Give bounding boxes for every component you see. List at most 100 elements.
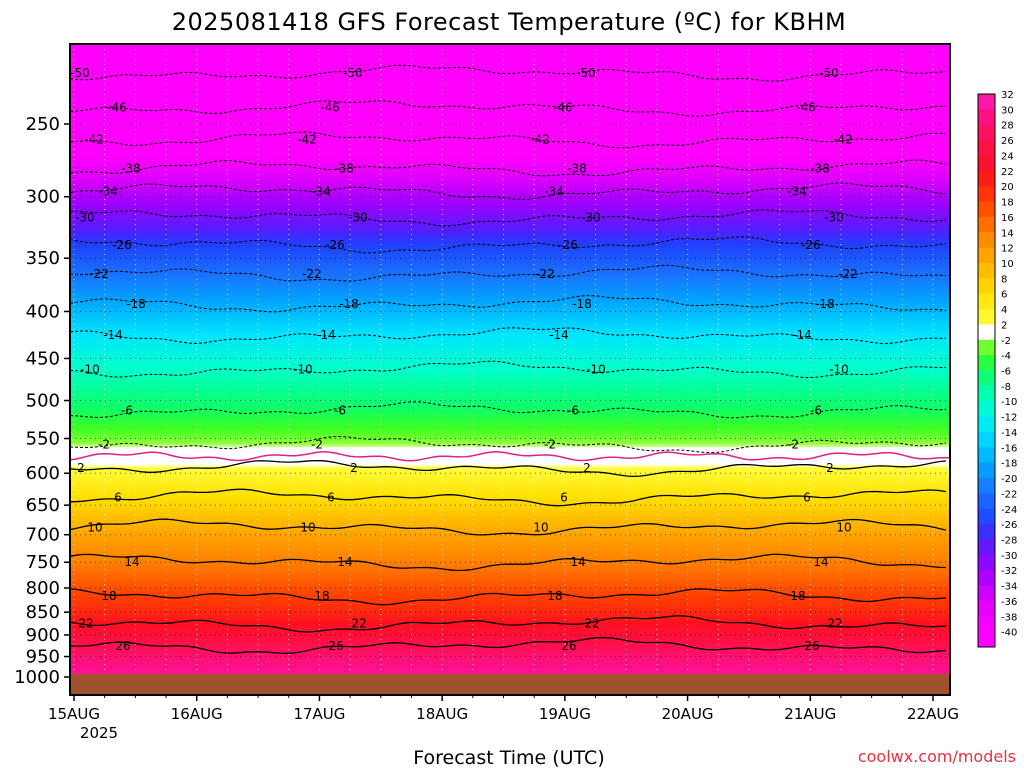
temperature-band (70, 99, 950, 103)
contour-label: 10 (533, 521, 548, 535)
temperature-band (70, 141, 950, 145)
colorbar-tick-label: -20 (1001, 474, 1017, 485)
colorbar-tick-label: -24 (1001, 505, 1017, 516)
temperature-band (70, 379, 950, 383)
temperature-band (70, 404, 950, 408)
temperature-band (70, 349, 950, 353)
colorbar-tick-label: -10 (1001, 397, 1017, 408)
isotherm-line (70, 459, 947, 478)
temperature-band (70, 181, 950, 186)
colorbar-tick-label: -8 (1001, 382, 1011, 393)
temperature-band (70, 389, 950, 393)
colorbar-tick-label: -14 (1001, 428, 1017, 439)
temperature-band (70, 439, 950, 443)
temperature-band (70, 136, 950, 140)
contour-label: 22 (351, 617, 366, 631)
temperature-band (70, 296, 950, 301)
contour-label: 10 (300, 521, 315, 535)
temperature-band (70, 527, 950, 531)
temperature-band (70, 84, 950, 88)
temperature-band (70, 512, 950, 516)
temperature-band (70, 226, 950, 231)
temperature-band (70, 64, 950, 68)
temperature-bands (70, 44, 950, 695)
temperature-band (70, 604, 950, 609)
temperature-band (70, 384, 950, 388)
colorbar-swatch (978, 262, 995, 279)
temperature-band (70, 186, 950, 191)
contour-label: -26 (801, 238, 821, 252)
temperature-band (70, 211, 950, 216)
colorbar-tick-label: 14 (1001, 228, 1014, 239)
temperature-band (70, 542, 950, 546)
x-axis-label: Forecast Time (UTC) (413, 747, 604, 768)
colorbar-swatch (978, 570, 995, 587)
colorbar-swatch (978, 431, 995, 448)
temperature-band (70, 351, 950, 356)
contour-label: -46 (320, 101, 340, 115)
temperature-band (70, 121, 950, 125)
temperature-band (70, 377, 950, 381)
contour-label: 22 (584, 617, 599, 631)
temperature-band (70, 154, 950, 158)
temperature-band (70, 151, 950, 155)
temperature-band (70, 667, 950, 671)
x-axis-year-label: 2025 (80, 724, 118, 742)
colorbar-tick-label: 18 (1001, 198, 1014, 209)
temperature-band (70, 574, 950, 579)
temperature-band (70, 281, 950, 286)
y-tick-label: 700 (26, 525, 60, 546)
contour-label: -50 (576, 66, 596, 80)
temperature-band (70, 54, 950, 58)
temperature-band (70, 294, 950, 298)
temperature-band (70, 567, 950, 571)
temperature-band (70, 359, 950, 363)
temperature-band (70, 467, 950, 471)
temperature-band (70, 594, 950, 599)
temperature-band (70, 194, 950, 198)
temperature-band (70, 159, 950, 163)
colorbar-tick-label: -12 (1001, 413, 1017, 424)
isotherm-line (70, 327, 946, 345)
contour-label: -2 (544, 438, 556, 452)
contour-label: 26 (115, 639, 130, 653)
colorbar-tick-label: -30 (1001, 551, 1017, 562)
temperature-band (70, 169, 950, 173)
temperature-band (70, 477, 950, 481)
temperature-band (70, 301, 950, 306)
temperature-band (70, 589, 950, 594)
temperature-band (70, 264, 950, 268)
colorbar-swatch (978, 140, 995, 156)
colorbar-swatch (978, 401, 995, 418)
temperature-band (70, 261, 950, 266)
contour-label: 14 (124, 555, 139, 569)
temperature-band (70, 502, 950, 506)
temperature-band (70, 534, 950, 539)
isotherm-line (70, 100, 947, 117)
contour-label: -14 (103, 328, 123, 342)
temperature-band (70, 627, 950, 631)
x-tick-label: 22AUG (907, 705, 959, 723)
temperature-band (70, 204, 950, 208)
y-tick-label: 800 (26, 578, 60, 599)
temperature-band (70, 269, 950, 273)
contour-label: 6 (114, 490, 122, 504)
temperature-band (70, 454, 950, 458)
temperature-band (70, 329, 950, 333)
temperature-band (70, 504, 950, 509)
temperature-band (70, 339, 950, 343)
colorbar-swatch (978, 508, 995, 525)
ground-band (70, 674, 950, 695)
contour-label: -38 (810, 162, 830, 176)
colorbar-tick-label: 30 (1001, 105, 1014, 116)
colorbar-swatch (978, 109, 995, 126)
contour-label: -2 (98, 438, 110, 452)
temperature-band (70, 449, 950, 453)
temperature-band (70, 474, 950, 478)
temperature-band (70, 414, 950, 418)
colorbar-swatch (978, 278, 995, 295)
temperature-band (70, 56, 950, 60)
contour-label: -30 (75, 211, 95, 225)
colorbar-swatch (978, 554, 995, 571)
temperature-band (70, 602, 950, 606)
